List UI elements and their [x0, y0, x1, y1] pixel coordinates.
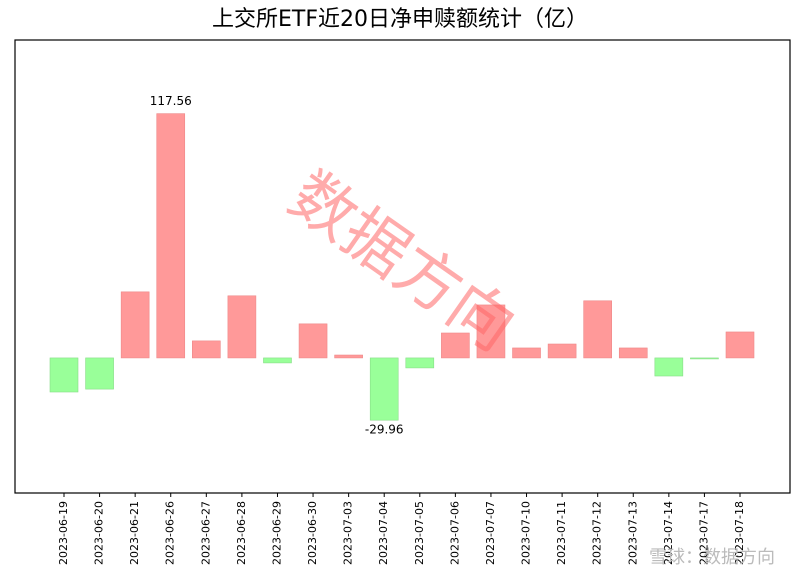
bar: [192, 340, 221, 359]
x-tick-label: 2023-07-12: [591, 501, 604, 565]
x-tick-label: 2023-06-20: [93, 501, 106, 565]
x-tick-label: 2023-06-30: [306, 501, 319, 565]
bar: [618, 347, 648, 359]
x-tick-label: 2023-06-26: [164, 501, 177, 565]
data-label: -29.96: [365, 423, 404, 437]
x-tick-label: 2023-07-17: [697, 501, 710, 565]
x-tick-label: 2023-06-27: [199, 501, 212, 565]
bar: [547, 343, 577, 359]
bar: [441, 332, 470, 359]
x-tick-label: 2023-07-13: [626, 501, 639, 565]
x-tick-label: 2023-07-05: [413, 501, 426, 565]
x-tick-label: 2023-07-07: [484, 501, 497, 565]
x-tick-label: 2023-07-14: [662, 501, 675, 565]
bar: [405, 357, 435, 369]
x-tick-label: 2023-07-10: [520, 501, 533, 565]
bar: [334, 354, 363, 359]
bar: [120, 291, 150, 359]
x-tick-label: 2023-07-04: [377, 501, 390, 565]
bar: [263, 357, 292, 364]
bar: [156, 113, 186, 359]
x-tick-label: 2023-07-06: [448, 501, 461, 565]
bar: [49, 357, 79, 393]
data-label: 117.56: [150, 94, 192, 108]
x-tick-label: 2023-06-19: [57, 501, 70, 565]
bar: [298, 323, 328, 359]
x-tick-label: 2023-06-29: [270, 501, 283, 565]
chart-title: 上交所ETF近20日净申赎额统计（亿）: [212, 7, 588, 32]
bar: [690, 357, 719, 360]
bar: [369, 357, 399, 421]
x-tick-label: 2023-06-21: [128, 501, 141, 565]
bar: [725, 331, 755, 359]
x-tick-label: 2023-07-03: [342, 501, 355, 565]
source-watermark: 雪球：数据方向: [649, 547, 775, 568]
bar: [85, 357, 114, 390]
x-tick-label: 2023-06-28: [235, 501, 248, 565]
plot-frame: [14, 39, 791, 494]
bar: [654, 357, 684, 377]
x-tick-label: 2023-07-18: [733, 501, 746, 565]
x-tick-label: 2023-07-11: [555, 501, 568, 565]
bar: [227, 295, 257, 359]
bar: [583, 300, 612, 359]
bar: [512, 347, 541, 359]
bar: [476, 304, 506, 359]
